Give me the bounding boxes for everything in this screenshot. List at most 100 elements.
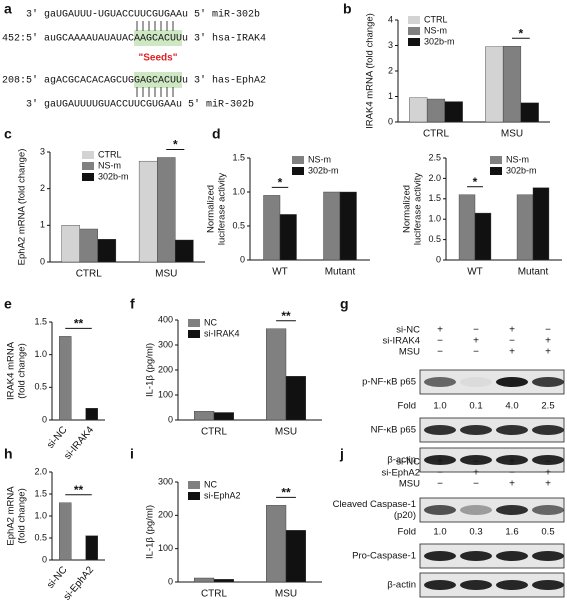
blot-band: [532, 580, 564, 590]
y-axis-title: EphA2 mRNA (fold change): [17, 149, 28, 266]
bar: [59, 502, 72, 561]
blot-band: [532, 551, 564, 561]
blot-band: [460, 551, 492, 561]
y-tick-label: 200: [158, 364, 173, 374]
bar: [339, 191, 357, 261]
fold-value: 1.0: [433, 401, 446, 412]
row-label: β-actin: [387, 455, 416, 466]
row-label: Fold: [398, 401, 416, 412]
panel-letter: i: [130, 446, 134, 462]
legend-label: CTRL: [424, 14, 448, 24]
condition-sign: −: [545, 325, 551, 336]
condition-sign: −: [473, 347, 479, 358]
y-axis-title: IRAK4 mRNA: [6, 341, 17, 400]
bar: [85, 535, 98, 561]
y-tick-label: 3: [40, 146, 45, 156]
condition-sign: −: [545, 457, 551, 468]
y-tick-label: 1: [40, 220, 45, 230]
y-tick-label: 0: [436, 254, 441, 264]
legend-swatch: [82, 173, 94, 181]
condition-sign: +: [509, 325, 515, 336]
y-tick-label: 0: [42, 414, 47, 424]
y-tick-label: 0.5: [428, 234, 441, 244]
panel-letter: h: [4, 446, 13, 462]
y-axis-title: (fold change): [17, 488, 28, 543]
y-axis-title: IRAK4 mRNA (fold change): [365, 13, 376, 129]
condition-sign: +: [545, 347, 551, 358]
y-tick-label: 0.5: [34, 532, 47, 542]
y-tick-label: 100: [158, 389, 173, 399]
condition-sign: −: [437, 347, 443, 358]
legend-swatch: [292, 156, 304, 164]
fold-value: 1.6: [505, 527, 518, 538]
y-tick-label: 0: [168, 576, 173, 586]
bar: [444, 101, 463, 123]
bar: [458, 194, 476, 261]
bar: [193, 577, 215, 583]
panel-letter: e: [4, 296, 12, 312]
blot-band: [460, 580, 492, 590]
x-tick-label: WT: [272, 267, 288, 278]
legend-swatch: [408, 16, 420, 24]
y-axis-title: luciferase activity: [413, 173, 424, 246]
fold-value: 2.5: [541, 401, 554, 412]
y-axis-title: EphA2 mRNA: [6, 486, 17, 546]
panel-letter: d: [212, 126, 221, 142]
legend-swatch: [490, 167, 502, 175]
x-tick-label: Mutant: [325, 267, 356, 278]
y-tick-label: 0.5: [232, 220, 245, 230]
bar: [474, 212, 492, 261]
condition-sign: −: [473, 479, 479, 490]
bar: [85, 408, 98, 421]
condition-sign: −: [509, 468, 515, 479]
legend-label: si-EphA2: [204, 490, 241, 500]
y-axis-title: (fold change): [17, 343, 28, 398]
significance: **: [281, 309, 291, 323]
bar: [157, 157, 176, 263]
condition-label: si-EphA2: [381, 468, 420, 479]
legend-swatch: [82, 151, 94, 159]
seed-highlight: [134, 30, 182, 46]
bar: [175, 239, 194, 263]
x-tick-label: CTRL: [76, 269, 103, 280]
condition-sign: +: [473, 468, 479, 479]
blot-band: [496, 455, 528, 465]
legend-swatch: [408, 27, 420, 35]
blot-band: [532, 425, 564, 435]
blot-band: [496, 505, 528, 515]
legend-label: 302b-m: [308, 165, 339, 175]
significance: *: [173, 138, 178, 152]
row-label: Fold: [398, 527, 416, 538]
bar: [532, 187, 550, 261]
x-tick-label: MSU: [501, 129, 523, 140]
seed-highlight: [134, 72, 182, 88]
blot-band: [460, 377, 492, 387]
y-tick-label: 400: [158, 314, 173, 324]
condition-sign: +: [545, 468, 551, 479]
x-tick-label: MSU: [275, 427, 297, 438]
y-tick-label: 0: [168, 414, 173, 424]
x-tick-label: si-NC: [45, 565, 69, 591]
x-tick-label: MSU: [275, 589, 297, 600]
significance: *: [473, 175, 478, 189]
condition-sign: −: [437, 336, 443, 347]
x-tick-label: si-NC: [45, 425, 69, 451]
blot-band: [460, 505, 492, 515]
y-tick-label: 4: [388, 14, 393, 24]
condition-sign: +: [545, 336, 551, 347]
bar: [213, 412, 234, 421]
legend-swatch: [490, 156, 502, 164]
y-tick-label: 2: [40, 183, 45, 193]
legend-label: 302b-m: [98, 171, 129, 181]
y-tick-label: 0: [40, 256, 45, 266]
y-tick-label: 1.0: [232, 186, 245, 196]
bar: [97, 239, 117, 263]
row-label: p-NF-κB p65: [362, 377, 416, 388]
blot-band: [532, 505, 564, 515]
y-tick-label: 2.0: [34, 466, 47, 476]
condition-sign: +: [509, 457, 515, 468]
fold-value: 4.0: [505, 401, 518, 412]
bar: [61, 225, 80, 263]
y-tick-label: 300: [158, 476, 173, 486]
condition-sign: +: [437, 325, 443, 336]
